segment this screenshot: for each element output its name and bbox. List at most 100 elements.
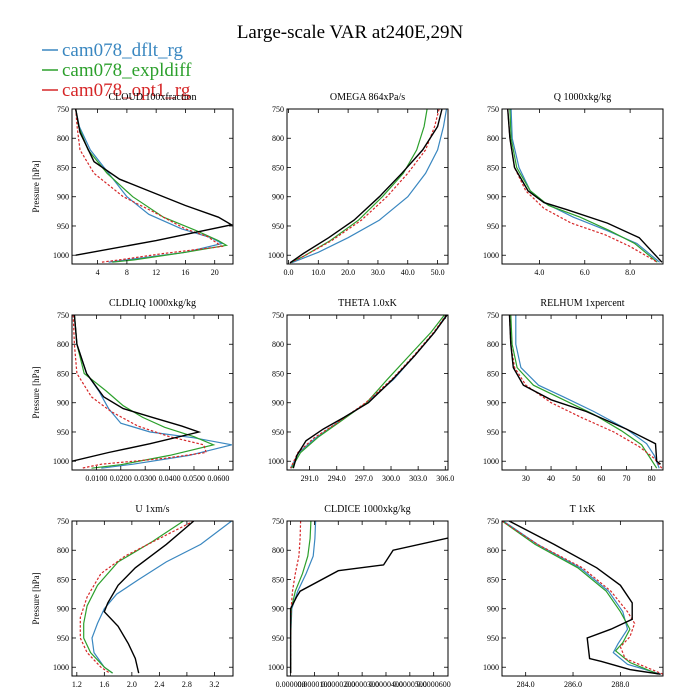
x-tick-label: 0.0000100	[297, 680, 331, 689]
y-tick-label: 1000	[268, 457, 284, 466]
y-tick-label: 1000	[53, 251, 69, 260]
panel-title: OMEGA 864xPa/s	[330, 92, 405, 103]
plot-frame	[501, 520, 664, 677]
y-tick-label: 1000	[483, 663, 499, 672]
x-tick-label: 300.0	[382, 474, 400, 483]
series-line	[75, 109, 233, 256]
y-tick-label: 850	[272, 163, 284, 172]
chart-panel: U 1xm/s Pressure [hPa] 750 800 850 900 950 1000…	[31, 504, 234, 689]
y-tick-label: 850	[57, 575, 69, 584]
plot-frame	[71, 108, 234, 265]
y-tick-label: 750	[487, 311, 499, 320]
chart-panel: Q 1000xkg/kg 750 800 850 900 950 1000 4.0 6.0 8.0	[483, 92, 664, 277]
series-line	[290, 315, 447, 469]
chart-panel: CLDICE 1000xkg/kg 750 800 850 900 950 1000 0.00…	[268, 504, 451, 689]
y-tick-label: 900	[487, 399, 499, 408]
y-tick-label: 750	[272, 311, 284, 320]
series-line	[292, 315, 448, 469]
y-tick-label: 800	[487, 134, 499, 143]
y-tick-label: 850	[57, 369, 69, 378]
x-tick-label: 80	[648, 474, 656, 483]
y-tick-label: 850	[272, 369, 284, 378]
y-tick-label: 800	[487, 546, 499, 555]
y-axis-label: Pressure [hPa]	[31, 366, 41, 418]
panel-title: Q 1000xkg/kg	[554, 92, 612, 103]
y-tick-label: 900	[487, 605, 499, 614]
x-tick-label: 0.0400	[159, 474, 181, 483]
x-tick-label: 8.0	[625, 268, 635, 277]
series-line	[79, 521, 195, 674]
series-line	[75, 109, 224, 263]
series-line	[289, 109, 440, 264]
y-tick-label: 1000	[483, 251, 499, 260]
y-tick-label: 750	[487, 105, 499, 114]
y-tick-label: 800	[272, 546, 284, 555]
y-tick-label: 750	[272, 105, 284, 114]
y-tick-label: 1000	[483, 457, 499, 466]
y-tick-label: 950	[57, 634, 69, 643]
y-tick-label: 800	[57, 546, 69, 555]
legend: cam078_dflt_rgcam078_expldiffcam078_opt1…	[42, 40, 192, 101]
y-tick-label: 750	[57, 311, 69, 320]
x-tick-label: 0.0000500	[393, 680, 427, 689]
chart-panels: CLOUD 100xfraction Pressure [hPa] 750 800 85…	[31, 92, 664, 689]
series-line	[75, 109, 224, 263]
y-tick-label: 950	[57, 222, 69, 231]
y-tick-label: 850	[487, 369, 499, 378]
x-tick-label: 50	[572, 474, 580, 483]
y-tick-label: 750	[272, 517, 284, 526]
series-line	[290, 315, 445, 469]
x-tick-label: 4.0	[534, 268, 544, 277]
y-tick-label: 900	[57, 193, 69, 202]
x-tick-label: 0.0300	[134, 474, 156, 483]
panel-title: CLDLIQ 1000xkg/kg	[109, 298, 196, 309]
series-line	[91, 521, 232, 674]
y-tick-label: 900	[272, 399, 284, 408]
x-tick-label: 284.0	[517, 680, 535, 689]
y-tick-label: 850	[487, 575, 499, 584]
plot-frame	[286, 108, 449, 265]
y-tick-label: 750	[487, 517, 499, 526]
y-tick-label: 1000	[268, 663, 284, 672]
x-tick-label: 294.0	[328, 474, 346, 483]
x-tick-label: 291.0	[301, 474, 319, 483]
series-line	[289, 109, 428, 264]
y-tick-label: 950	[57, 428, 69, 437]
y-tick-label: 950	[272, 634, 284, 643]
x-tick-label: 0.0	[283, 268, 293, 277]
plot-frame	[286, 314, 449, 471]
series-line	[73, 315, 216, 469]
x-tick-label: 3.2	[209, 680, 219, 689]
y-tick-label: 900	[57, 605, 69, 614]
x-tick-label: 0.000000	[276, 680, 306, 689]
x-tick-label: 1.6	[99, 680, 109, 689]
chart-panel: RELHUM 1xpercent 750 800 850 900 950 1000 30 40 5…	[483, 298, 664, 483]
y-tick-label: 1000	[53, 457, 69, 466]
chart-panel: T 1xK 750 800 850 900 950 1000 284.0 286.0 288.0	[483, 504, 664, 689]
x-tick-label: 30	[522, 474, 530, 483]
x-tick-label: 1.2	[72, 680, 82, 689]
x-tick-label: 10.0	[311, 268, 325, 277]
x-tick-label: 288.0	[611, 680, 629, 689]
series-line	[72, 315, 202, 462]
x-tick-label: 2.0	[127, 680, 137, 689]
y-tick-label: 1000	[53, 663, 69, 672]
series-line	[290, 521, 312, 674]
y-tick-label: 750	[57, 105, 69, 114]
y-tick-label: 1000	[268, 251, 284, 260]
x-tick-label: 0.0500	[183, 474, 205, 483]
series-line	[290, 315, 447, 469]
y-tick-label: 900	[272, 605, 284, 614]
panel-title: THETA 1.0xK	[338, 298, 397, 309]
x-tick-label: 0.0200	[110, 474, 132, 483]
series-line	[507, 109, 658, 263]
y-tick-label: 850	[272, 575, 284, 584]
y-tick-label: 950	[487, 222, 499, 231]
series-line	[507, 109, 663, 263]
panel-title: CLOUD 100xfraction	[108, 92, 196, 103]
series-line	[508, 315, 661, 465]
y-axis-label: Pressure [hPa]	[31, 572, 41, 624]
y-tick-label: 800	[487, 340, 499, 349]
x-tick-label: 0.0100	[85, 474, 107, 483]
y-tick-label: 800	[272, 340, 284, 349]
